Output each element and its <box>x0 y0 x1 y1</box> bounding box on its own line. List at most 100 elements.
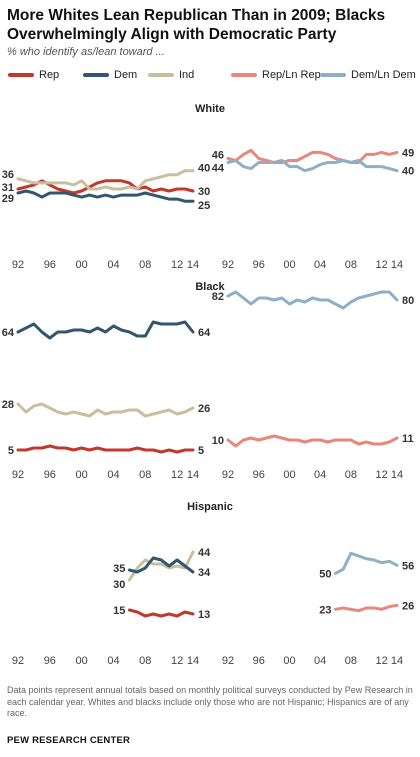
x-tick-label: 14 <box>391 469 403 481</box>
data-label-start: 29 <box>2 193 14 205</box>
legend-item-dem: Dem <box>83 68 137 82</box>
series-line-dem-ln <box>334 551 399 575</box>
x-tick-label: 04 <box>314 469 326 481</box>
data-label-start: 46 <box>212 149 224 161</box>
legend-label-rep-ln: Rep/Ln Rep <box>262 69 321 81</box>
x-tick-label: 96 <box>44 259 56 271</box>
series-line-rep-ln <box>334 603 399 613</box>
x-tick-label: 08 <box>345 655 357 667</box>
data-label-end: 11 <box>402 433 414 445</box>
legend-label-ind: Ind <box>179 69 195 81</box>
series-line-rep <box>127 608 195 618</box>
x-tick-label: 14 <box>391 259 403 271</box>
x-tick-label: 96 <box>253 469 265 481</box>
x-tick-label: 00 <box>76 655 88 667</box>
x-tick-label: 92 <box>222 655 234 667</box>
data-label-start: 5 <box>8 445 14 457</box>
chart-title: More Whites Lean Republican Than in 2009… <box>7 7 386 43</box>
legend-item-ind: Ind <box>148 68 194 82</box>
x-tick-label: 04 <box>107 259 119 271</box>
x-tick-label: 96 <box>253 259 265 271</box>
x-tick-label: 04 <box>107 655 119 667</box>
x-tick-label: 92 <box>12 469 24 481</box>
data-label-end: 30 <box>198 186 210 198</box>
x-tick-label: 92 <box>222 469 234 481</box>
series-line-dem-ln <box>226 159 399 173</box>
x-tick-label: 14 <box>187 259 199 271</box>
x-tick-label: 12 <box>376 259 388 271</box>
chart-note: Data points represent annual totals base… <box>7 685 413 718</box>
series-line-ind <box>16 169 195 191</box>
data-label-end: 26 <box>198 403 210 415</box>
x-tick-label: 12 <box>376 655 388 667</box>
data-label-start: 36 <box>2 169 14 181</box>
legend-swatch-dem <box>83 73 109 77</box>
x-tick-label: 96 <box>44 655 56 667</box>
data-label-start: 64 <box>2 327 15 339</box>
series-line-ind <box>16 402 195 418</box>
chart-subtitle: % who identify as/lean toward ... <box>7 46 165 58</box>
legend-label-rep: Rep <box>39 69 60 81</box>
x-tick-label: 12 <box>171 259 183 271</box>
x-tick-label: 04 <box>107 469 119 481</box>
data-label-end: 40 <box>402 166 414 178</box>
data-label-end: 44 <box>198 547 211 559</box>
x-tick-label: 96 <box>44 469 56 481</box>
data-label-end: 56 <box>402 560 414 572</box>
chart-source: PEW RESEARCH CENTER <box>7 735 131 746</box>
x-tick-label: 04 <box>314 259 326 271</box>
x-tick-label: 92 <box>12 655 24 667</box>
x-tick-label: 14 <box>187 469 199 481</box>
x-tick-label: 00 <box>283 469 295 481</box>
data-label-start: 28 <box>2 399 14 411</box>
x-tick-label: 00 <box>76 469 88 481</box>
legend-swatch-rep <box>8 73 34 77</box>
data-label-end: 25 <box>198 200 210 212</box>
series-line-rep-ln <box>226 434 399 448</box>
x-tick-label: 12 <box>171 655 183 667</box>
x-tick-label: 92 <box>12 259 24 271</box>
legend-item-rep-ln: Rep/Ln Rep <box>231 68 321 82</box>
data-label-start: 10 <box>212 435 224 447</box>
x-tick-label: 12 <box>171 469 183 481</box>
data-label-start: 35 <box>113 563 125 575</box>
data-label-start: 15 <box>113 605 125 617</box>
legend-item-dem-ln: Dem/Ln Dem <box>320 68 416 82</box>
x-tick-label: 08 <box>139 469 151 481</box>
data-label-end: 26 <box>402 600 414 612</box>
legend-swatch-ind <box>148 73 174 77</box>
x-tick-label: 14 <box>391 655 403 667</box>
data-label-end: 5 <box>198 445 204 457</box>
data-label-start: 44 <box>212 163 225 175</box>
series-line-rep-ln <box>226 148 399 164</box>
x-tick-label: 96 <box>253 655 265 667</box>
x-tick-label: 08 <box>345 469 357 481</box>
x-tick-label: 14 <box>187 655 199 667</box>
data-label-end: 34 <box>198 567 211 579</box>
data-label-end: 80 <box>402 295 414 307</box>
series-line-dem <box>127 556 195 574</box>
x-tick-label: 00 <box>76 259 88 271</box>
x-tick-label: 08 <box>345 259 357 271</box>
data-label-start: 82 <box>212 291 224 303</box>
data-label-end: 40 <box>198 163 210 175</box>
data-label-start: 23 <box>319 604 331 616</box>
group-heading-hispanic: Hispanic <box>187 501 233 513</box>
data-label-start: 31 <box>2 182 14 194</box>
legend-item-rep: Rep <box>8 68 59 82</box>
legend-label-dem: Dem <box>114 69 138 81</box>
x-tick-label: 04 <box>314 655 326 667</box>
data-label-start: 30 <box>113 579 125 591</box>
group-heading-white: White <box>195 103 225 115</box>
x-tick-label: 92 <box>222 259 234 271</box>
legend-label-dem-ln: Dem/Ln Dem <box>351 69 416 81</box>
x-tick-label: 08 <box>139 655 151 667</box>
legend-swatch-rep-ln <box>231 73 257 77</box>
data-label-start: 50 <box>319 568 331 580</box>
x-tick-label: 12 <box>376 469 388 481</box>
x-tick-label: 00 <box>283 259 295 271</box>
group-heading-black: Black <box>195 281 225 293</box>
series-line-dem-ln <box>226 290 399 310</box>
series-line-dem <box>16 189 195 203</box>
